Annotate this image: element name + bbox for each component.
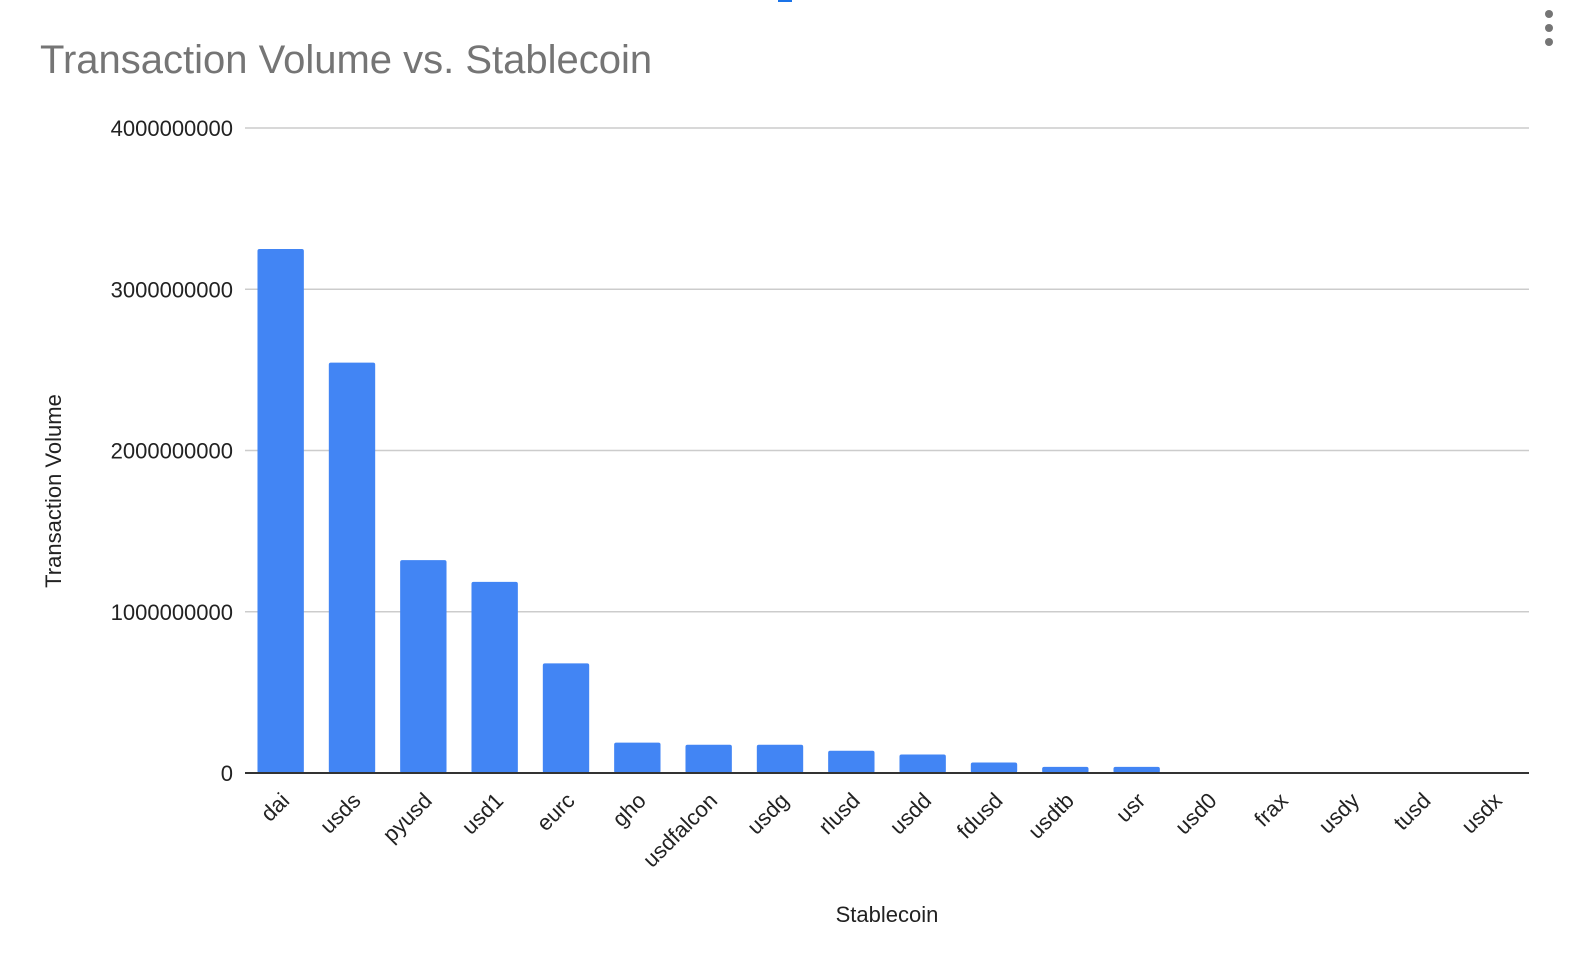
x-tick-label: usdfalcon bbox=[638, 788, 722, 872]
x-tick-label: rlusd bbox=[813, 788, 864, 839]
bar-usdd[interactable] bbox=[899, 754, 946, 773]
bar-usds[interactable] bbox=[328, 362, 376, 773]
bar-gho[interactable] bbox=[614, 742, 661, 773]
y-tick-label: 3000000000 bbox=[111, 277, 233, 302]
more-vertical-icon bbox=[1545, 38, 1553, 46]
bar-usd1[interactable] bbox=[471, 581, 518, 773]
grid-layer bbox=[245, 127, 1529, 613]
x-tick-label: usr bbox=[1111, 788, 1150, 827]
x-tick-label: usd1 bbox=[457, 788, 508, 839]
bar-pyusd[interactable] bbox=[400, 560, 447, 773]
x-tick-label: frax bbox=[1249, 788, 1293, 832]
x-axis-title: Stablecoin bbox=[836, 902, 939, 927]
x-tick-label: usdx bbox=[1456, 788, 1507, 839]
bar-usdg[interactable] bbox=[756, 744, 804, 773]
y-tick-labels: 0 1000000000 2000000000 3000000000 400000000… bbox=[111, 116, 233, 786]
x-tick-label: usdy bbox=[1314, 788, 1365, 839]
y-tick-label: 1000000000 bbox=[111, 600, 233, 625]
x-tick-label: gho bbox=[607, 788, 651, 832]
y-tick-label: 0 bbox=[221, 761, 233, 786]
y-tick-label: 2000000000 bbox=[111, 439, 233, 464]
x-tick-label: usdtb bbox=[1023, 788, 1079, 844]
x-tick-label: usdd bbox=[885, 788, 936, 839]
x-tick-label: fdusd bbox=[952, 788, 1008, 844]
bar-rlusd[interactable] bbox=[828, 750, 875, 773]
chart-title: Transaction Volume vs. Stablecoin bbox=[40, 38, 653, 82]
x-tick-label: usdg bbox=[742, 788, 793, 839]
bar-layer bbox=[257, 248, 1517, 773]
top-marker bbox=[778, 0, 792, 2]
more-vertical-icon bbox=[1545, 10, 1553, 18]
bar-fdusd[interactable] bbox=[970, 762, 1018, 773]
bar-dai[interactable] bbox=[257, 248, 304, 773]
more-vertical-icon bbox=[1545, 24, 1553, 32]
x-tick-label: pyusd bbox=[378, 788, 437, 847]
y-axis-title: Transaction Volume bbox=[41, 394, 66, 588]
x-tick-label: usd0 bbox=[1170, 788, 1221, 839]
x-tick-label: dai bbox=[256, 788, 294, 826]
chart-menu-button[interactable] bbox=[1538, 8, 1560, 48]
x-tick-label: usds bbox=[315, 788, 366, 839]
y-tick-label: 4000000000 bbox=[111, 116, 233, 141]
bar-usdtb[interactable] bbox=[1042, 766, 1089, 773]
bar-eurc[interactable] bbox=[542, 663, 590, 773]
x-tick-label: eurc bbox=[532, 788, 580, 836]
x-tick-label: tusd bbox=[1388, 788, 1435, 835]
bar-usdfalcon[interactable] bbox=[685, 744, 732, 773]
bar-usr[interactable] bbox=[1113, 766, 1160, 773]
